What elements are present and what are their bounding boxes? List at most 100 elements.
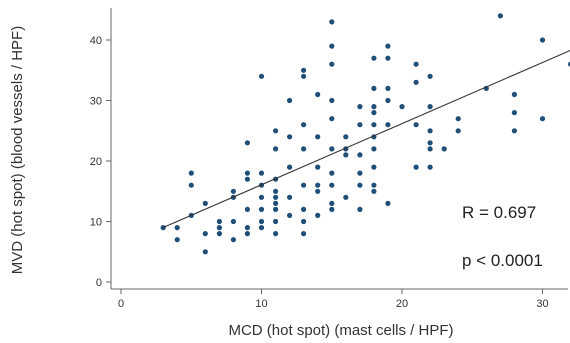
data-point — [301, 122, 307, 128]
data-point — [273, 218, 279, 225]
data-point — [427, 164, 433, 170]
data-point — [315, 91, 321, 98]
data-point — [427, 128, 433, 134]
data-point — [371, 110, 377, 116]
regression-line-segment — [162, 49, 570, 229]
data-point — [357, 122, 363, 128]
data-point — [371, 122, 377, 128]
data-point — [343, 134, 349, 140]
data-point — [301, 231, 307, 237]
data-point — [413, 122, 419, 128]
data-point — [497, 13, 503, 19]
y-tick-label: 0 — [96, 277, 102, 289]
data-point — [385, 122, 391, 128]
data-point — [329, 116, 335, 122]
x-tick-label: 0 — [118, 298, 124, 310]
data-point — [258, 194, 265, 200]
data-point — [357, 170, 363, 176]
data-point — [329, 200, 335, 206]
data-point — [244, 225, 250, 231]
data-point — [301, 67, 307, 73]
y-tick-label: 10 — [90, 217, 102, 229]
data-point — [427, 146, 433, 152]
data-point — [273, 188, 279, 194]
x-axis-label: MCD (hot spot) (mast cells / HPF) — [228, 322, 453, 339]
data-point — [258, 170, 265, 176]
data-point — [273, 194, 279, 200]
data-point — [371, 188, 377, 194]
data-point — [399, 104, 405, 110]
data-point — [511, 91, 517, 98]
data-point — [539, 37, 546, 43]
data-point — [202, 249, 208, 255]
data-point — [329, 61, 335, 67]
y-axis-label: MVD (hot spot) (blood vessels / HPF) — [9, 26, 26, 274]
data-point — [315, 182, 321, 188]
data-point — [174, 237, 180, 243]
data-point — [385, 200, 391, 206]
data-point — [258, 73, 265, 79]
data-point — [230, 188, 236, 194]
data-point — [301, 182, 307, 188]
data-point — [287, 212, 293, 218]
x-tick-label: 30 — [536, 298, 548, 310]
data-point — [385, 43, 391, 49]
data-point — [202, 231, 208, 237]
data-point — [329, 182, 335, 188]
data-point — [315, 188, 321, 194]
data-point — [329, 206, 335, 212]
p-value-annotation: p < 0.0001 — [462, 251, 543, 270]
data-point — [230, 237, 236, 243]
data-points — [160, 13, 570, 255]
data-point — [273, 206, 279, 212]
data-point — [174, 225, 180, 231]
data-point — [539, 116, 546, 122]
data-point — [427, 104, 433, 110]
data-point — [357, 182, 363, 188]
data-point — [273, 231, 279, 237]
data-point — [258, 225, 265, 231]
y-tick-label: 40 — [90, 35, 102, 47]
data-point — [315, 212, 321, 218]
data-point — [441, 146, 447, 152]
data-point — [413, 164, 419, 170]
data-point — [343, 194, 349, 200]
y-tick-label: 30 — [90, 96, 102, 108]
regression-line — [162, 49, 570, 229]
data-point — [357, 104, 363, 110]
data-point — [371, 146, 377, 152]
data-point — [273, 146, 279, 152]
data-point — [357, 206, 363, 212]
axes: 0 10 20 30 40 0 10 20 30 — [90, 8, 568, 310]
data-point — [315, 164, 321, 170]
data-point — [188, 182, 194, 188]
data-point — [455, 128, 461, 134]
data-point — [188, 170, 194, 176]
data-point — [329, 146, 335, 152]
r-value-annotation: R = 0.697 — [462, 203, 536, 222]
data-point — [371, 55, 377, 61]
data-point — [385, 85, 391, 91]
data-point — [273, 128, 279, 134]
data-point — [385, 55, 391, 61]
data-point — [329, 19, 335, 25]
x-tick-label: 10 — [255, 298, 267, 310]
data-point — [329, 97, 335, 104]
data-point — [216, 225, 222, 231]
data-point — [244, 170, 250, 176]
data-point — [230, 218, 236, 225]
data-point — [301, 73, 307, 79]
data-point — [371, 182, 377, 188]
data-point — [511, 128, 517, 134]
data-point — [427, 73, 433, 79]
data-point — [427, 140, 433, 146]
x-tick-label: 20 — [396, 298, 408, 310]
data-point — [216, 218, 222, 225]
data-point — [301, 218, 307, 225]
data-point — [413, 61, 419, 67]
y-tick-label: 20 — [90, 156, 102, 168]
data-point — [371, 104, 377, 110]
data-point — [258, 218, 265, 225]
data-point — [287, 97, 293, 104]
